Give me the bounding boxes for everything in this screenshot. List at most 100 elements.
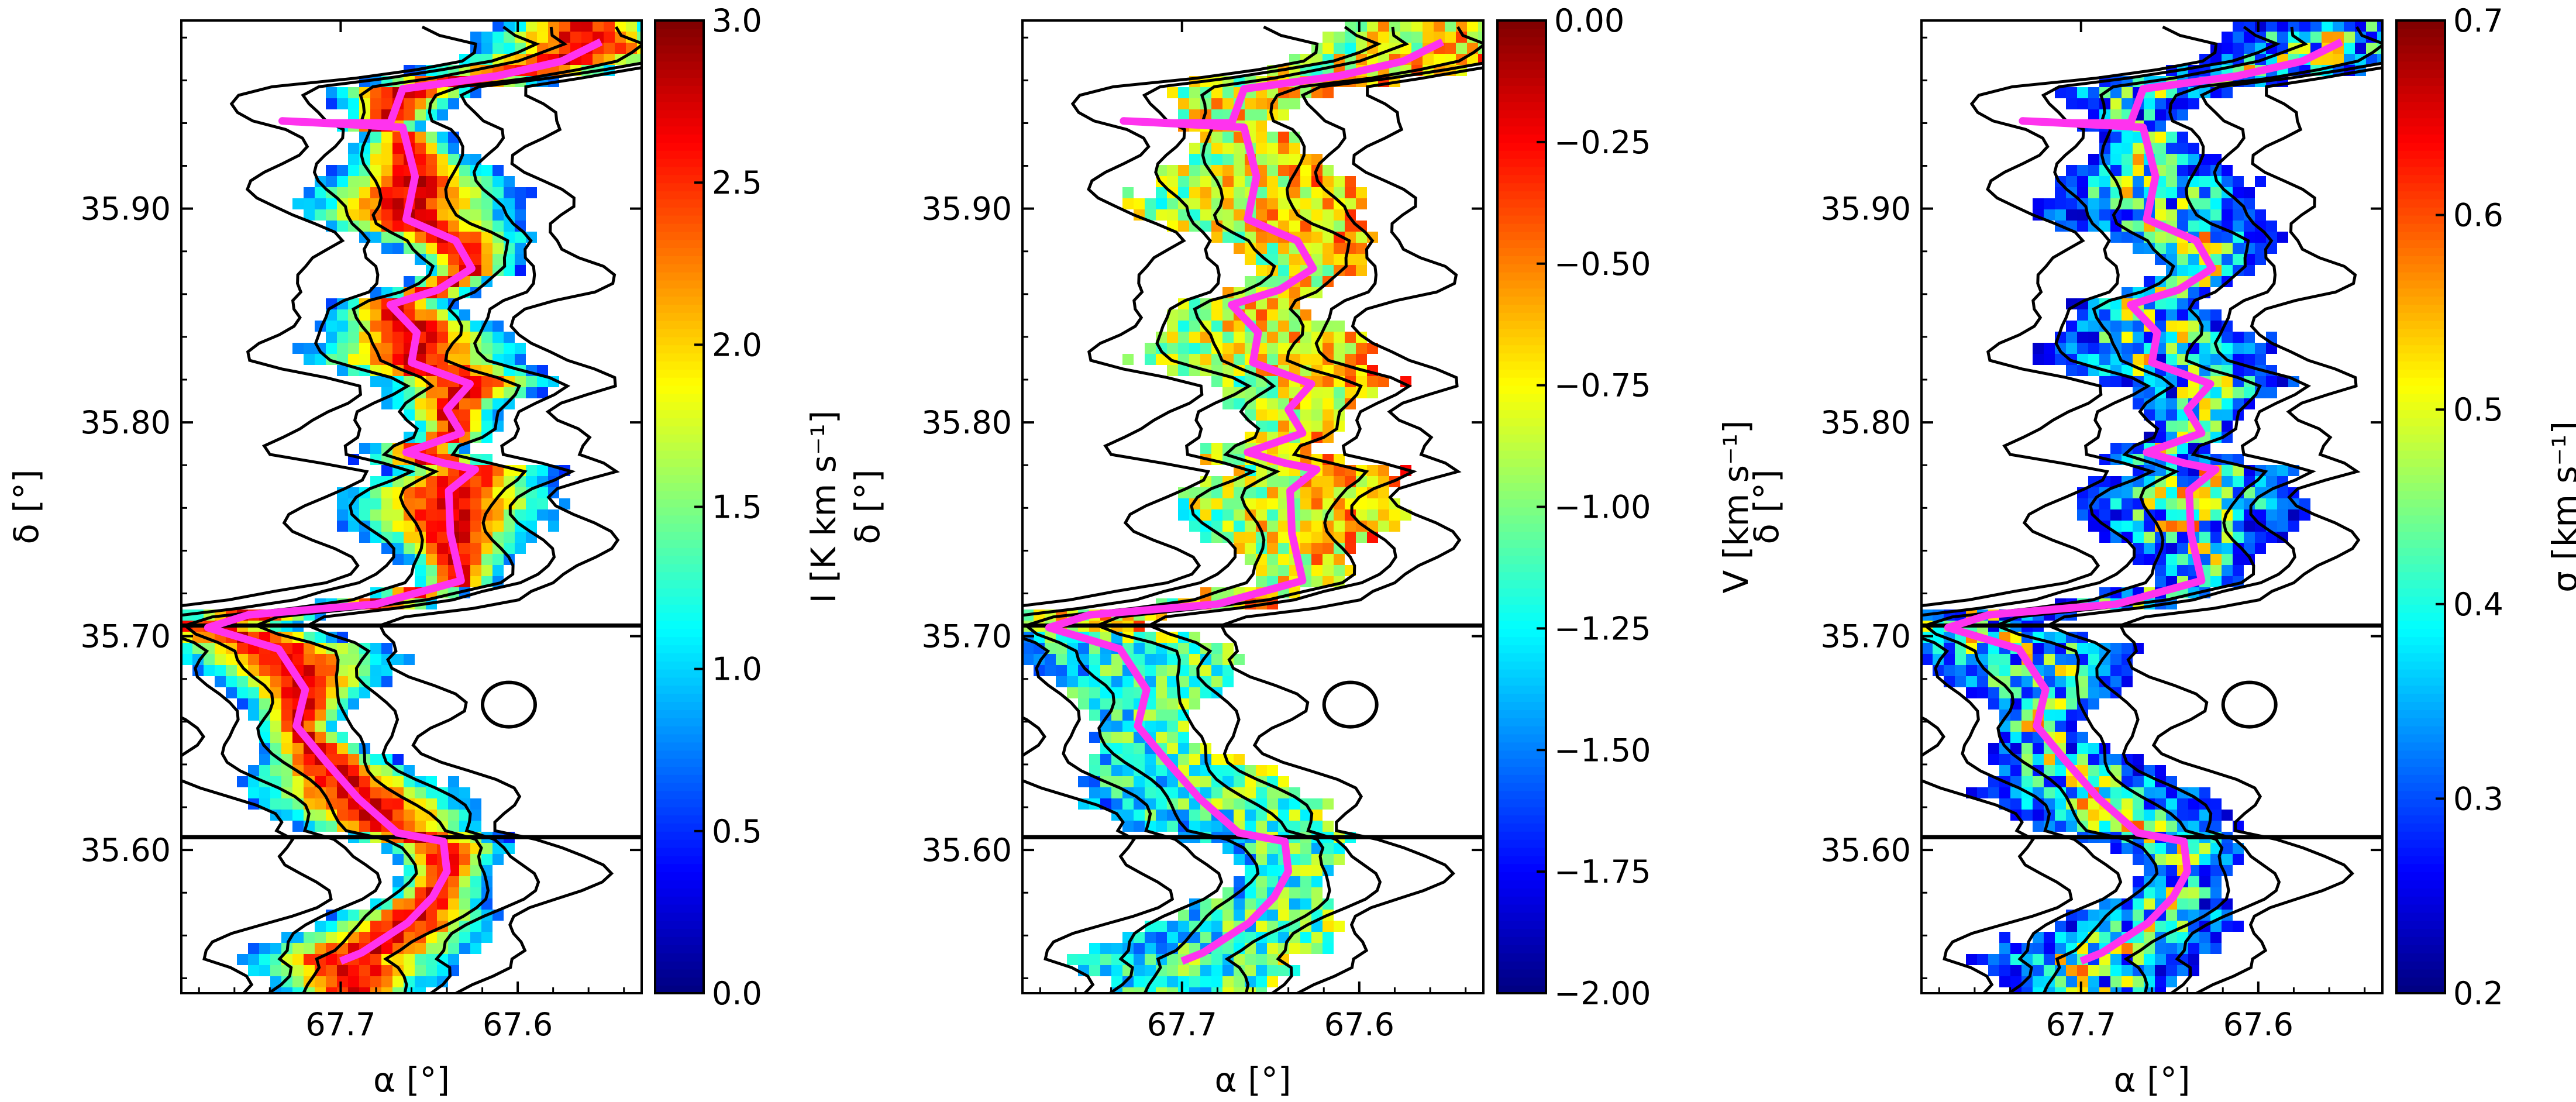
pixel — [2222, 387, 2233, 398]
pixel — [2066, 687, 2077, 698]
pixel — [1300, 309, 1311, 321]
colorbar-tick-label: 0.7 — [2453, 2, 2503, 39]
pixel — [481, 176, 493, 187]
pixel — [1389, 509, 1400, 521]
pixel — [1311, 387, 1323, 398]
pixel — [504, 254, 515, 265]
pixel — [548, 509, 559, 521]
contour-line — [1219, 66, 1483, 993]
pixel — [1089, 754, 1100, 765]
pixel — [1111, 754, 1122, 765]
pixel — [392, 876, 404, 887]
colorbar-segment — [1497, 377, 1546, 386]
pixel — [1189, 154, 1200, 165]
pixel — [437, 165, 448, 176]
pixel — [2210, 421, 2222, 432]
pixel — [1434, 54, 1445, 65]
pixel — [2021, 810, 2033, 821]
pixel — [2222, 332, 2233, 343]
pixel — [1111, 976, 1122, 987]
pixel — [1178, 654, 1189, 665]
colorbar-segment — [655, 20, 704, 29]
pixel — [348, 821, 359, 832]
colorbar-segment — [1497, 515, 1546, 524]
pixel — [2099, 309, 2110, 321]
pixel — [1267, 565, 1278, 576]
pixel — [2277, 465, 2288, 476]
pixel — [2021, 798, 2033, 810]
pixel — [504, 398, 515, 409]
pixel — [348, 87, 359, 98]
pixel — [204, 665, 215, 676]
pixel — [2177, 132, 2188, 143]
pixel — [404, 109, 415, 120]
pixel — [404, 787, 415, 798]
pixel — [1122, 721, 1134, 732]
pixel — [2021, 765, 2033, 776]
pixel — [515, 243, 526, 254]
pixel — [2199, 343, 2210, 354]
pixel — [2133, 176, 2144, 187]
pixel — [359, 509, 370, 521]
pixel — [1323, 798, 1334, 810]
colorbar-segment — [2396, 863, 2445, 873]
pixel — [2033, 954, 2044, 965]
pixel — [537, 509, 548, 521]
pixel — [1323, 821, 1334, 832]
colorbar-segment — [1497, 182, 1546, 192]
pixel — [1334, 254, 1345, 265]
pixel — [2355, 32, 2366, 43]
pixel — [2021, 721, 2033, 732]
pixel — [1222, 376, 1234, 387]
pixel — [1311, 187, 1323, 198]
pixel — [2210, 565, 2222, 576]
colorbar-segment — [655, 807, 704, 816]
pixel — [437, 532, 448, 543]
pixel — [2188, 843, 2199, 854]
pixel — [1245, 532, 1256, 543]
pixel — [2155, 887, 2166, 898]
pixel — [1045, 665, 1056, 676]
pixel — [2233, 243, 2244, 254]
pixel — [1111, 765, 1122, 776]
pixel — [370, 965, 381, 976]
contour-line — [1322, 680, 1379, 729]
pixel — [1311, 487, 1323, 498]
pixel — [470, 421, 481, 432]
pixel — [2099, 932, 2110, 943]
pixel — [359, 532, 370, 543]
pixel — [1245, 954, 1256, 965]
colorbar-tick-label: −1.00 — [1554, 489, 1651, 526]
pixel — [1411, 20, 1423, 32]
pixel — [604, 32, 615, 43]
pixel — [1245, 865, 1256, 876]
pixel — [381, 943, 392, 954]
pixel — [1200, 498, 1211, 509]
pixel — [1234, 798, 1245, 810]
pixel — [1178, 787, 1189, 798]
pixel — [1222, 843, 1234, 854]
pixel — [415, 98, 426, 109]
pixel — [2088, 321, 2099, 332]
pixel — [1145, 954, 1156, 965]
pixel — [2077, 687, 2088, 698]
pixel — [1300, 343, 1311, 354]
pixel — [392, 221, 404, 232]
pixel — [1222, 910, 1234, 921]
colorbar-segment — [655, 328, 704, 338]
pixel — [2099, 976, 2110, 987]
pixel — [2033, 754, 2044, 765]
y-axis-label: δ [°] — [1747, 469, 1786, 544]
pixel — [304, 654, 315, 665]
pixel — [459, 521, 470, 532]
pixel — [2010, 710, 2021, 721]
pixel — [248, 965, 259, 976]
pixel — [215, 654, 226, 665]
pixel — [1222, 521, 1234, 532]
pixel — [2122, 965, 2133, 976]
pixel — [2344, 20, 2355, 32]
colorbar-segment — [655, 831, 704, 840]
colorbar-segment — [655, 126, 704, 135]
pixel — [392, 176, 404, 187]
pixel — [1211, 487, 1222, 498]
